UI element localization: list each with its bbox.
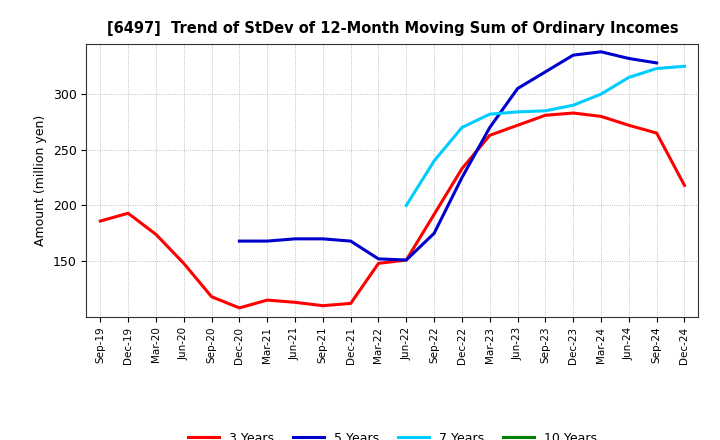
Legend: 3 Years, 5 Years, 7 Years, 10 Years: 3 Years, 5 Years, 7 Years, 10 Years [183,427,602,440]
Title: [6497]  Trend of StDev of 12-Month Moving Sum of Ordinary Incomes: [6497] Trend of StDev of 12-Month Moving… [107,21,678,36]
Y-axis label: Amount (million yen): Amount (million yen) [35,115,48,246]
